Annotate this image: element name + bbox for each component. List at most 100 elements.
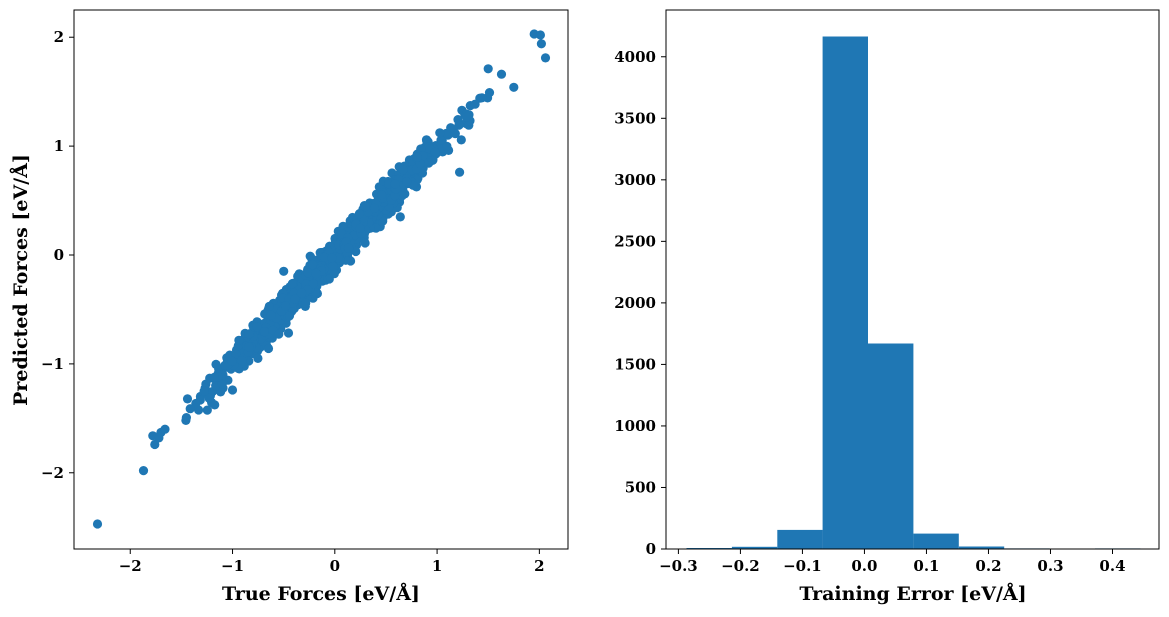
scatter-point — [279, 266, 289, 276]
scatter-y-ticks: −2 −1 0 1 2 — [41, 28, 74, 482]
scatter-point — [535, 30, 546, 40]
scatter-point — [307, 259, 318, 270]
scatter-point — [204, 393, 214, 403]
scatter-point — [220, 360, 230, 370]
scatter-point — [209, 372, 219, 382]
scatter-point — [462, 112, 472, 122]
scatter-point — [360, 238, 370, 248]
histogram-x-tick-label: 0.3 — [1037, 557, 1063, 575]
scatter-point — [263, 343, 274, 354]
scatter-point — [259, 327, 270, 337]
scatter-point — [540, 53, 551, 63]
histogram-x-tick-label: 0.0 — [851, 557, 877, 575]
scatter-point — [397, 191, 407, 201]
scatter-plot-frame — [73, 9, 569, 550]
histogram-y-tick-label: 500 — [625, 478, 656, 496]
histogram-y-tick-label: 3500 — [614, 109, 656, 127]
scatter-point — [477, 93, 487, 103]
scatter-point — [536, 39, 547, 49]
scatter-point — [303, 268, 313, 278]
histogram-bar — [822, 36, 868, 549]
scatter-points — [92, 29, 551, 529]
scatter-point — [319, 252, 329, 262]
histogram-bar — [777, 529, 823, 549]
histogram-y-tick-label: 2000 — [614, 294, 656, 312]
scatter-point — [287, 279, 297, 289]
scatter-point — [454, 120, 464, 130]
scatter-point — [398, 165, 408, 175]
scatter-x-tick-label: 1 — [432, 557, 442, 575]
scatter-point — [199, 386, 209, 396]
scatter-point — [435, 128, 445, 138]
scatter-point — [441, 128, 451, 138]
scatter-point — [470, 99, 480, 109]
histogram-bars — [686, 36, 1141, 549]
scatter-point — [266, 310, 276, 320]
scatter-point — [274, 329, 284, 339]
histogram-bar — [868, 343, 914, 549]
scatter-point — [436, 135, 446, 145]
scatter-point — [354, 209, 365, 219]
scatter-point — [455, 167, 465, 177]
histogram-y-tick-label: 2500 — [614, 232, 656, 250]
scatter-point — [185, 404, 195, 414]
scatter-x-axis-label: True Forces [eV/Å] — [222, 582, 420, 605]
scatter-point — [280, 301, 291, 311]
scatter-point — [402, 177, 412, 187]
scatter-point — [234, 335, 244, 345]
histogram-x-tick-label: −0.2 — [721, 557, 760, 575]
scatter-point — [252, 322, 262, 332]
histogram-x-tick-label: −0.3 — [659, 557, 698, 575]
scatter-point — [290, 294, 300, 304]
scatter-point — [456, 135, 466, 145]
scatter-point — [202, 405, 212, 415]
scatter-y-tick-label: 0 — [54, 246, 64, 264]
scatter-point — [284, 311, 295, 321]
scatter-point — [216, 387, 226, 397]
histogram-plot-frame — [665, 9, 1160, 550]
scatter-y-tick-label: 1 — [54, 137, 64, 155]
scatter-x-tick-label: −2 — [119, 557, 142, 575]
histogram-plot: −0.3 −0.2 −0.1 0.0 0.1 0.2 0.3 0.4 0 500 1000 1500… — [614, 9, 1160, 605]
scatter-point — [138, 466, 149, 476]
scatter-x-tick-label: −1 — [221, 557, 244, 575]
scatter-point — [237, 356, 247, 366]
scatter-point — [509, 82, 519, 92]
scatter-y-axis-label: Predicted Forces [eV/Å] — [9, 154, 32, 406]
scatter-point — [343, 243, 354, 253]
histogram-x-tick-label: 0.4 — [1099, 557, 1125, 575]
histogram-y-tick-label: 3000 — [614, 171, 656, 189]
scatter-point — [496, 69, 507, 79]
scatter-y-tick-label: 2 — [54, 28, 64, 46]
scatter-point — [390, 179, 400, 189]
scatter-point — [301, 298, 311, 308]
histogram-y-tick-label: 0 — [646, 540, 656, 558]
scatter-point — [329, 269, 339, 279]
scatter-point — [369, 203, 380, 213]
scatter-point — [227, 385, 238, 395]
scatter-point — [231, 349, 241, 359]
scatter-point — [412, 152, 422, 162]
histogram-x-axis-label: Training Error [eV/Å] — [799, 582, 1026, 605]
scatter-point — [483, 64, 493, 74]
scatter-point — [264, 301, 274, 311]
histogram-x-ticks: −0.3 −0.2 −0.1 0.0 0.1 0.2 0.3 0.4 — [659, 549, 1126, 575]
scatter-point — [308, 279, 318, 289]
scatter-point — [182, 394, 193, 404]
scatter-y-tick-label: −1 — [41, 355, 64, 373]
scatter-point — [253, 353, 263, 363]
scatter-point — [442, 141, 452, 151]
scatter-point — [150, 439, 160, 450]
scatter-point — [227, 356, 237, 366]
scatter-point — [217, 379, 227, 389]
scatter-point — [328, 261, 338, 271]
histogram-bar — [913, 533, 959, 549]
histogram-y-tick-label: 1500 — [614, 355, 656, 373]
scatter-point — [376, 190, 387, 200]
scatter-plot: −2 −1 0 1 2 −2 −1 0 1 2 True Forces [eV/Å] Predi… — [9, 9, 569, 605]
histogram-x-tick-label: 0.2 — [975, 557, 1001, 575]
histogram-y-ticks: 0 500 1000 1500 2000 2500 3000 3500 4000 — [614, 48, 666, 558]
scatter-x-tick-label: 0 — [330, 557, 340, 575]
scatter-point — [355, 223, 365, 233]
scatter-point — [327, 253, 337, 263]
